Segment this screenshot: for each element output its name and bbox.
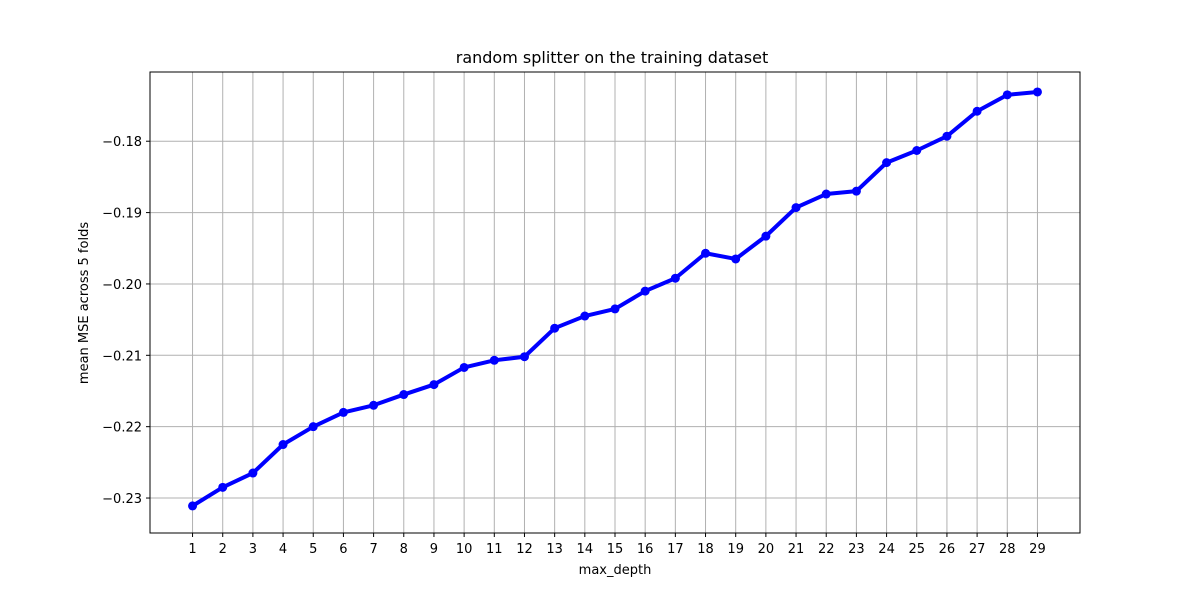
- x-tick-label: 24: [878, 542, 895, 557]
- x-tick-label: 9: [430, 542, 438, 557]
- chart-title: random splitter on the training dataset: [456, 48, 769, 67]
- x-tick-label: 11: [486, 542, 503, 557]
- y-tick-label: −0.21: [102, 349, 142, 364]
- data-point: [670, 273, 680, 283]
- x-tick-label: 1: [188, 542, 196, 557]
- data-point: [218, 482, 228, 492]
- data-point: [821, 189, 831, 199]
- x-tick-label: 21: [788, 542, 805, 557]
- y-tick-label: −0.20: [102, 278, 142, 293]
- data-point: [248, 468, 258, 478]
- x-tick-label: 5: [309, 542, 317, 557]
- data-point: [1002, 90, 1012, 100]
- data-point: [701, 248, 711, 258]
- x-tick-label: 20: [758, 542, 775, 557]
- y-axis-label: mean MSE across 5 folds: [77, 222, 92, 384]
- series-layer: [188, 87, 1042, 511]
- data-point: [399, 390, 409, 400]
- x-tick-label: 2: [219, 542, 227, 557]
- data-point: [338, 407, 348, 417]
- x-tick-label: 19: [727, 542, 744, 557]
- y-tick-label: −0.19: [102, 207, 142, 222]
- x-tick-label: 14: [577, 542, 594, 557]
- x-tick-label: 13: [546, 542, 563, 557]
- x-tick-label: 6: [339, 542, 347, 557]
- x-tick-label: 23: [848, 542, 865, 557]
- data-point: [640, 286, 650, 296]
- data-point: [459, 362, 469, 372]
- data-point: [761, 231, 771, 241]
- x-tick-label: 27: [969, 542, 986, 557]
- x-tick-label: 25: [908, 542, 925, 557]
- data-point: [731, 254, 741, 264]
- data-point: [429, 380, 439, 390]
- x-tick-label: 3: [249, 542, 257, 557]
- grid-lines: [150, 72, 1080, 533]
- x-tick-label: 28: [999, 542, 1016, 557]
- y-tick-label: −0.18: [102, 135, 142, 150]
- data-point: [308, 422, 318, 432]
- x-tick-label: 18: [697, 542, 714, 557]
- data-point: [550, 323, 560, 333]
- x-tick-label: 12: [516, 542, 533, 557]
- x-tick-label: 17: [667, 542, 684, 557]
- data-point: [489, 355, 499, 365]
- axis-ticks: 1 2 3 4 5 6 7 8 9 10 11 12 13 14 15 16 17 18 19 20 21 22 23 24 2…: [102, 135, 1046, 557]
- data-point: [278, 440, 288, 450]
- data-point: [580, 311, 590, 321]
- data-point: [369, 400, 379, 410]
- data-point: [942, 131, 952, 141]
- data-point: [1032, 87, 1042, 97]
- x-tick-label: 10: [456, 542, 473, 557]
- x-tick-label: 29: [1029, 542, 1046, 557]
- data-point: [188, 501, 198, 511]
- x-tick-label: 26: [939, 542, 956, 557]
- x-tick-label: 16: [637, 542, 654, 557]
- data-point: [610, 304, 620, 314]
- data-point: [519, 352, 529, 362]
- x-tick-label: 15: [607, 542, 624, 557]
- x-tick-label: 4: [279, 542, 287, 557]
- data-point: [882, 158, 892, 168]
- data-point: [912, 145, 922, 155]
- x-tick-label: 22: [818, 542, 835, 557]
- y-tick-label: −0.23: [102, 492, 142, 507]
- x-tick-label: 7: [369, 542, 377, 557]
- x-tick-label: 8: [400, 542, 408, 557]
- x-axis-label: max_depth: [579, 563, 652, 578]
- data-point: [851, 186, 861, 196]
- data-point: [972, 106, 982, 116]
- data-point: [791, 203, 801, 213]
- y-tick-label: −0.22: [102, 421, 142, 436]
